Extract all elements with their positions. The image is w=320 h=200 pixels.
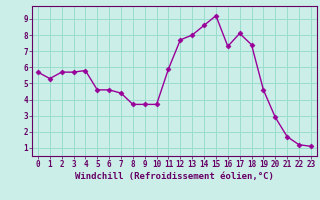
X-axis label: Windchill (Refroidissement éolien,°C): Windchill (Refroidissement éolien,°C) [75, 172, 274, 181]
